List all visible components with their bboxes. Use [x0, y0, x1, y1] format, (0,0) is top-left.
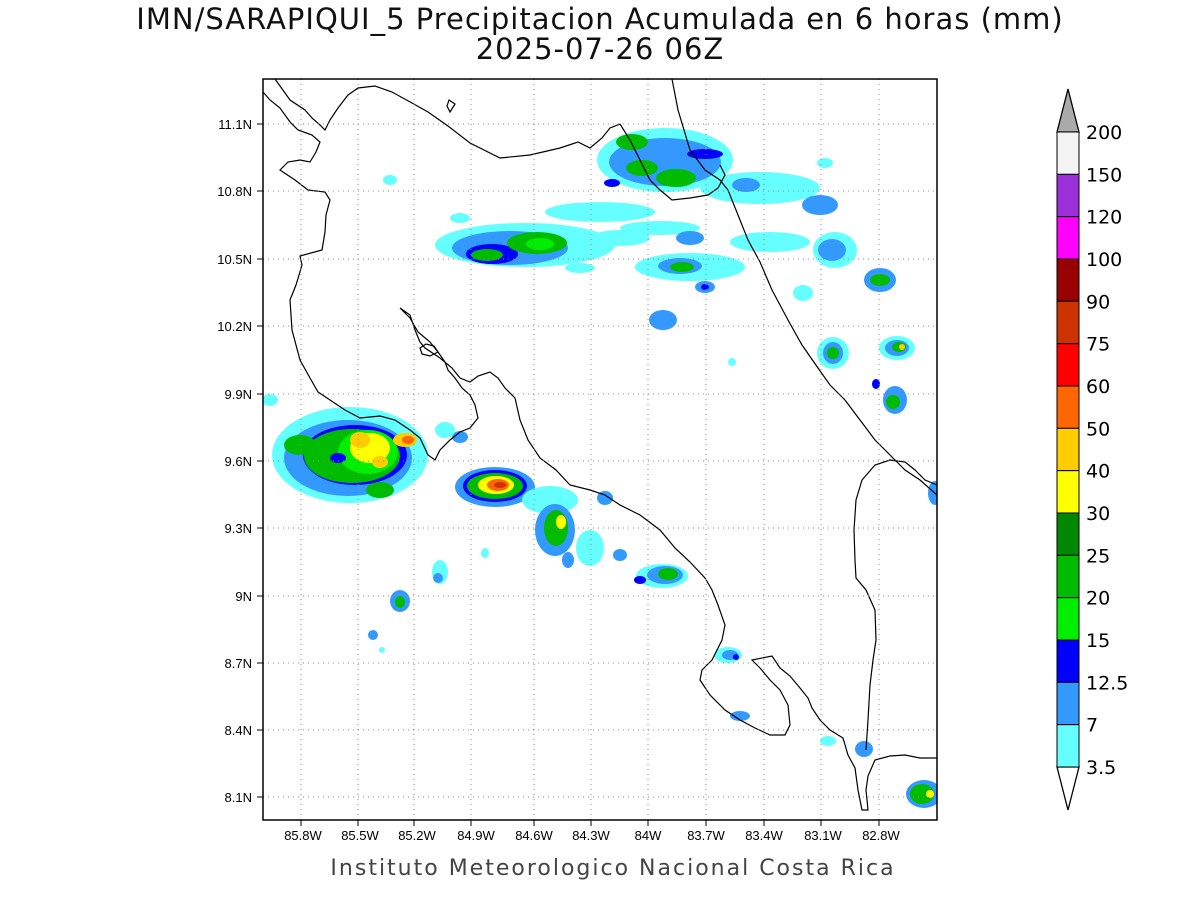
- x-tick-label: 85.8W: [284, 828, 322, 843]
- x-tick-label: 85.5W: [341, 828, 379, 843]
- x-tick-label: 83.4W: [745, 828, 783, 843]
- colorbar-swatch: [1056, 512, 1080, 556]
- colorbar-label: 120: [1086, 207, 1122, 229]
- colorbar-swatch: [1056, 427, 1080, 472]
- colorbar-label: 150: [1086, 164, 1122, 186]
- map-frame: [262, 78, 938, 821]
- colorbar-swatch: [1056, 724, 1080, 768]
- y-tick-label: 8.1N: [225, 790, 252, 805]
- colorbar-swatch: [1056, 300, 1080, 345]
- colorbar-swatch: [1056, 681, 1080, 726]
- y-tick-label: 10.2N: [217, 319, 252, 334]
- colorbar-swatch: [1056, 131, 1080, 175]
- map-title: IMN/SARAPIQUI_5 Precipitacion Acumulada …: [136, 2, 1064, 36]
- map-subtitle-datetime: 2025-07-26 06Z: [475, 32, 725, 66]
- y-tick-label: 9.6N: [225, 454, 252, 469]
- coastlines-and-borders: [263, 79, 937, 811]
- y-tick-label: 10.5N: [217, 252, 252, 267]
- y-tick-label: 9.9N: [225, 387, 252, 402]
- colorbar-swatch: [1056, 597, 1080, 641]
- x-tick-label: 83.7W: [687, 828, 725, 843]
- y-tick-label: 11.1N: [218, 117, 252, 132]
- colorbar-label: 100: [1086, 249, 1122, 271]
- graticule: [263, 79, 937, 820]
- colorbar-label: 50: [1086, 418, 1110, 440]
- colorbar-swatch: [1056, 554, 1080, 599]
- colorbar-under-triangle: [1056, 766, 1080, 811]
- x-tick-label: 84.6W: [515, 828, 553, 843]
- colorbar-label: 30: [1086, 503, 1110, 525]
- precipitation-field: [263, 128, 937, 808]
- colorbar-legend: 200 150 120 100 90 75 60 50 40 30 25 20 15 12.5 7 3.5: [1056, 88, 1128, 811]
- y-tick-label: 10.8N: [217, 184, 252, 199]
- x-tick-label: 85.2W: [398, 828, 436, 843]
- colorbar-swatch: [1056, 343, 1080, 387]
- y-tick-label: 9N: [235, 589, 252, 604]
- colorbar-label: 3.5: [1086, 757, 1116, 779]
- colorbar-swatch: [1056, 173, 1080, 218]
- colorbar-label: 90: [1086, 291, 1110, 313]
- colorbar-label: 7: [1086, 715, 1098, 737]
- colorbar-label: 40: [1086, 461, 1110, 483]
- colorbar-swatch: [1056, 385, 1080, 429]
- colorbar-swatch: [1056, 258, 1080, 302]
- x-tick-marks: [300, 820, 880, 826]
- x-tick-label: 83.1W: [804, 828, 842, 843]
- y-tick-label: 9.3N: [225, 521, 252, 536]
- x-axis-labels: 85.8W 85.5W 85.2W 84.9W 84.6W 84.3W 84W …: [284, 828, 900, 843]
- colorbar-swatch: [1056, 639, 1080, 683]
- colorbar-label: 15: [1086, 630, 1110, 652]
- y-tick-marks: [257, 123, 263, 798]
- colorbar-swatch: [1056, 470, 1080, 514]
- x-tick-label: 84.9W: [457, 828, 495, 843]
- colorbar-label: 60: [1086, 376, 1110, 398]
- colorbar-swatch: [1056, 216, 1080, 260]
- x-tick-label: 82.8W: [862, 828, 900, 843]
- colorbar-over-triangle: [1056, 88, 1080, 133]
- x-tick-label: 84.3W: [572, 828, 610, 843]
- colorbar-label: 20: [1086, 588, 1110, 610]
- y-tick-label: 8.4N: [225, 723, 252, 738]
- colorbar-label: 12.5: [1086, 672, 1128, 694]
- y-axis-labels: 11.1N 10.8N 10.5N 10.2N 9.9N 9.6N 9.3N 9…: [217, 117, 252, 805]
- colorbar-label: 75: [1086, 334, 1110, 356]
- colorbar-label: 25: [1086, 545, 1110, 567]
- footer-credit: Instituto Meteorologico Nacional Costa R…: [330, 856, 896, 881]
- colorbar-label: 200: [1086, 122, 1122, 144]
- x-tick-label: 84W: [635, 828, 662, 843]
- y-tick-label: 8.7N: [225, 656, 252, 671]
